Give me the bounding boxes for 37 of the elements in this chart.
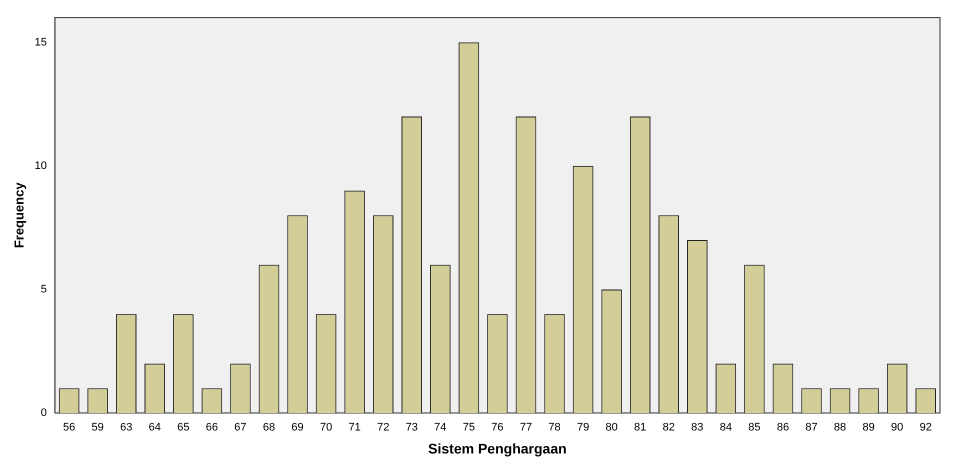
x-tick-label: 71 bbox=[348, 422, 361, 434]
x-tick-label: 74 bbox=[434, 422, 446, 434]
x-tick-label: 77 bbox=[520, 422, 532, 434]
x-tick-label: 72 bbox=[377, 422, 390, 434]
x-tick-label: 73 bbox=[406, 422, 418, 434]
x-tick-label: 79 bbox=[576, 422, 590, 434]
x-tick-label: 76 bbox=[491, 422, 504, 434]
x-tick-label: 63 bbox=[120, 422, 132, 434]
x-tick-label: 69 bbox=[291, 422, 304, 434]
x-tick-label: 87 bbox=[805, 422, 818, 434]
y-axis-title: Frequency bbox=[11, 182, 26, 248]
x-tick-label: 75 bbox=[462, 422, 475, 434]
x-tick-label: 88 bbox=[834, 422, 846, 434]
y-tick-label: 15 bbox=[34, 36, 47, 48]
x-tick-label: 78 bbox=[548, 422, 561, 434]
x-tick-label: 70 bbox=[320, 422, 332, 434]
x-tick-label: 59 bbox=[92, 422, 104, 434]
x-tick-label: 92 bbox=[920, 422, 932, 434]
x-tick-label: 67 bbox=[234, 422, 247, 434]
x-tick-label: 65 bbox=[177, 422, 190, 434]
x-axis-title: Sistem Penghargaan bbox=[428, 440, 567, 456]
x-tick-label: 80 bbox=[606, 422, 618, 434]
x-tick-label: 68 bbox=[262, 422, 276, 434]
x-tick-label: 89 bbox=[862, 422, 875, 434]
x-tick-label: 85 bbox=[748, 422, 761, 434]
x-tick-label: 66 bbox=[206, 422, 218, 434]
y-tick-label: 10 bbox=[34, 160, 47, 172]
x-tick-label: 82 bbox=[662, 422, 675, 434]
y-tick-label: 5 bbox=[40, 283, 47, 296]
x-tick-label: 86 bbox=[776, 422, 790, 434]
x-tick-label: 83 bbox=[691, 422, 704, 434]
x-tick-label: 56 bbox=[62, 422, 76, 434]
x-tick-label: 90 bbox=[891, 422, 904, 434]
x-tick-label: 84 bbox=[720, 422, 732, 434]
x-tick-label: 64 bbox=[148, 422, 161, 434]
x-tick-label: 81 bbox=[634, 422, 646, 434]
y-tick-label: 0 bbox=[40, 407, 47, 420]
